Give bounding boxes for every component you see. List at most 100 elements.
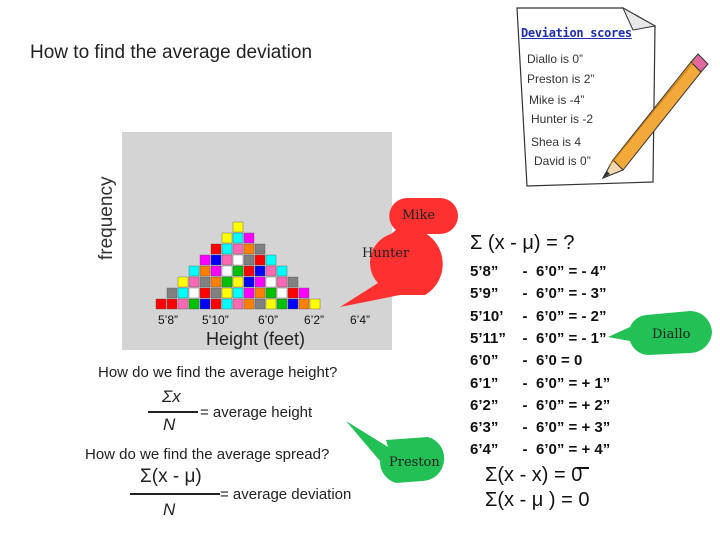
histogram-block xyxy=(276,276,288,288)
histogram-block xyxy=(210,254,222,266)
histogram-block xyxy=(210,287,222,299)
note-line-david: David is 0” xyxy=(534,154,591,168)
mike-label: Mike xyxy=(402,208,435,223)
callout-bubbles: Mike Hunter Preston xyxy=(340,197,458,483)
deviation-row-minus: - xyxy=(522,263,528,280)
deviation-row-height: 5’8” xyxy=(470,263,499,280)
avg-spread-fraction-bar xyxy=(130,493,220,495)
deviation-row-result: 6’0” = + 4” xyxy=(536,441,611,459)
note-title: Deviation scores xyxy=(521,26,632,40)
histogram-block xyxy=(243,254,255,266)
histogram-block xyxy=(188,298,200,310)
histogram-block xyxy=(254,287,266,299)
note-line-shea: Shea is 4 xyxy=(531,135,582,149)
x-tick-6-4: 6’4” xyxy=(350,313,370,327)
histogram-block xyxy=(232,232,244,244)
histogram-block xyxy=(166,287,178,299)
histogram-block xyxy=(221,243,233,255)
histogram-block xyxy=(276,287,288,299)
histogram-block xyxy=(199,298,211,310)
avg-spread-numerator: Σ(x - μ) xyxy=(140,466,202,487)
histogram-block xyxy=(243,243,255,255)
histogram-block xyxy=(287,298,299,310)
pencil-icon xyxy=(601,53,709,179)
height-histogram: frequency 5’8” 5’10” 6’0” 6’2” 6’4” Heig… xyxy=(96,132,392,350)
deviation-row-height: 6’2” xyxy=(470,396,499,414)
histogram-block xyxy=(199,254,211,266)
deviation-row-result: 6’0” = + 2” xyxy=(536,396,611,414)
histogram-block xyxy=(254,254,266,266)
deviation-row-minus: - xyxy=(522,396,528,414)
histogram-block xyxy=(232,243,244,255)
histogram-block xyxy=(177,287,189,299)
histogram-block xyxy=(276,298,288,310)
histogram-block xyxy=(188,287,200,299)
avg-height-equals: = average height xyxy=(200,404,313,421)
note-line-preston: Preston is 2” xyxy=(527,72,595,86)
deviation-row-height: 5’10’ xyxy=(470,307,504,325)
x-tick-5-10: 5’10” xyxy=(202,313,229,327)
histogram-block xyxy=(232,298,244,310)
histogram-block xyxy=(232,265,244,277)
deviation-row-height: 6’0” xyxy=(470,352,499,370)
preston-callout: Preston xyxy=(346,421,445,483)
histogram-block xyxy=(298,298,310,310)
histogram-block xyxy=(298,287,310,299)
deviation-sum-question: Σ (x - μ) = ? xyxy=(470,232,575,254)
deviation-row-result: 6’0” = + 3” xyxy=(536,419,611,437)
histogram-block xyxy=(199,287,211,299)
histogram-block xyxy=(199,265,211,277)
avg-height-question: How do we find the average height? xyxy=(98,364,338,381)
histogram-block xyxy=(243,265,255,277)
histogram-block xyxy=(232,254,244,266)
avg-spread-denominator: N xyxy=(163,500,176,519)
preston-label: Preston xyxy=(389,455,440,470)
notepad-illustration xyxy=(516,6,709,187)
histogram-block xyxy=(177,276,189,288)
histogram-block xyxy=(265,276,277,288)
sum-mu-equation: Σ(x - μ ) = 0 xyxy=(485,489,590,511)
histogram-block xyxy=(155,298,167,310)
diallo-callout: Diallo xyxy=(608,311,712,355)
x-tick-5-8: 5’8” xyxy=(158,313,178,327)
histogram-block xyxy=(221,276,233,288)
histogram-block xyxy=(243,287,255,299)
page-title: How to find the average deviation xyxy=(30,42,313,63)
deviation-row-height: 5’11” xyxy=(470,329,506,347)
deviation-row-result: 6’0 = 0 xyxy=(536,352,583,370)
histogram-block xyxy=(221,254,233,266)
deviation-row-minus: - xyxy=(522,329,528,347)
deviation-row-height: 6’3” xyxy=(470,419,499,437)
histogram-block xyxy=(276,265,288,277)
deviation-row-result: 6’0” = + 1” xyxy=(536,374,611,392)
histogram-block xyxy=(177,298,189,310)
histogram-block xyxy=(243,276,255,288)
deviation-row-minus: - xyxy=(522,419,528,437)
histogram-block xyxy=(210,276,222,288)
y-axis-label: frequency xyxy=(96,176,117,260)
histogram-block xyxy=(254,265,266,277)
histogram-block xyxy=(243,298,255,310)
histogram-block xyxy=(221,287,233,299)
histogram-block xyxy=(210,243,222,255)
deviation-row-minus: - xyxy=(522,307,528,325)
histogram-block xyxy=(166,298,178,310)
deviation-row-height: 5’9” xyxy=(470,285,499,303)
deviation-row-minus: - xyxy=(522,352,528,370)
histogram-block xyxy=(287,287,299,299)
avg-height-denominator: N xyxy=(163,415,176,434)
deviation-row-height: 6’1” xyxy=(470,374,499,392)
histogram-block xyxy=(254,243,266,255)
histogram-block xyxy=(243,232,255,244)
histogram-block xyxy=(221,298,233,310)
deviation-row-minus: - xyxy=(522,441,528,459)
histogram-block xyxy=(221,232,233,244)
avg-height-fraction-bar xyxy=(148,411,198,413)
diallo-label: Diallo xyxy=(652,327,691,342)
histogram-block xyxy=(210,265,222,277)
histogram-bars xyxy=(155,221,321,310)
hunter-callout: Hunter xyxy=(340,233,443,307)
histogram-block xyxy=(199,276,211,288)
histogram-block xyxy=(254,276,266,288)
x-tick-6-0: 6’0” xyxy=(258,313,278,327)
